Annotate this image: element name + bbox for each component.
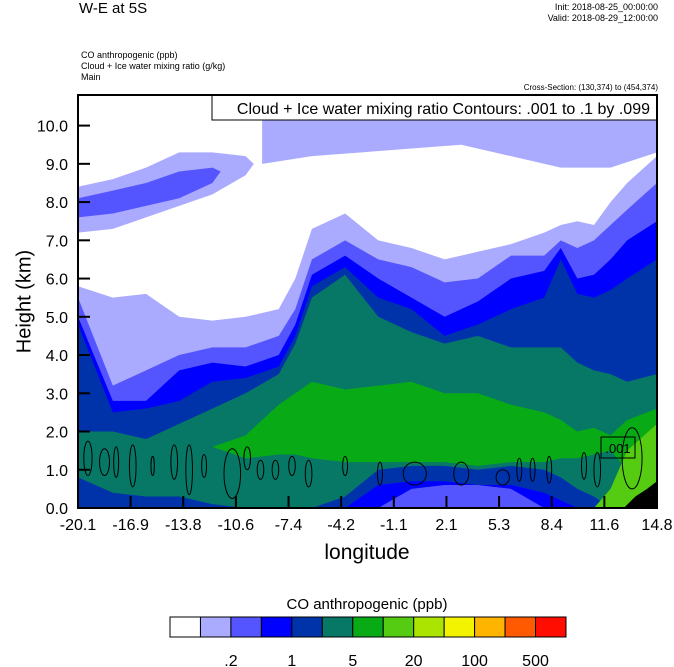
colorbar-label: 500 <box>522 653 549 667</box>
cloud-contour-line <box>581 452 587 480</box>
plot-frame <box>77 94 658 509</box>
cloud-contour-line <box>243 446 252 471</box>
x-tick-label: 5.3 <box>488 517 510 534</box>
cloud-contour-line <box>256 459 265 480</box>
x-tick-label: -13.8 <box>165 517 202 534</box>
colorbar-label: 5 <box>348 653 357 667</box>
cloud-contour-line <box>170 444 179 480</box>
y-tick-label: 3.0 <box>46 386 68 403</box>
colorbar-box <box>260 616 293 638</box>
x-tick-label: -4.2 <box>327 517 355 534</box>
y-tick-label: 0.0 <box>46 501 68 518</box>
colorbar-box <box>230 616 262 638</box>
cloud-contour-line <box>453 461 470 486</box>
x-tick-label: -1.1 <box>380 517 408 534</box>
cloud-contour-line <box>223 448 242 499</box>
x-tick-label: -10.6 <box>218 517 255 534</box>
cloud-contour-line <box>495 469 510 486</box>
y-axis-label: Height (km) <box>13 249 36 354</box>
cross-section-label: Cross-Section: (130,374) to (454,374) <box>523 83 658 92</box>
colorbar-box <box>413 616 445 638</box>
x-tick-label: -20.1 <box>60 517 97 534</box>
y-tick-label: 4.0 <box>46 348 68 365</box>
y-tick-label: 2.0 <box>46 425 68 442</box>
colorbar-title: CO anthropogenic (ppb) <box>286 596 448 613</box>
colorbar-box <box>199 616 232 638</box>
x-tick-label: 8.4 <box>541 517 563 534</box>
x-tick-label: -16.9 <box>112 517 149 534</box>
co-band-5 <box>78 381 657 508</box>
cloud-contour-line <box>593 452 602 488</box>
field-label-co: CO anthropogenic (ppb) <box>81 50 178 60</box>
colorbar-box <box>291 616 323 638</box>
colorbar-box <box>443 616 476 638</box>
colorbar-box <box>504 616 537 638</box>
cloud-contour-line <box>304 459 313 488</box>
plot-title: W-E at 5S <box>79 0 148 17</box>
cloud-contour-line <box>150 455 155 476</box>
cloud-contour-line <box>99 448 111 476</box>
colorbar-box <box>169 616 201 638</box>
cloud-contour-line <box>201 453 208 478</box>
terrain <box>623 481 657 508</box>
contour-info-text: Cloud + Ice water mixing ratio Contours:… <box>237 101 650 118</box>
y-tick-label: 8.0 <box>46 195 68 212</box>
cloud-contour-line <box>402 461 427 486</box>
cloud-contour-line <box>516 457 523 482</box>
valid-time: Valid: 2018-08-29_12:00:00 <box>547 13 658 23</box>
co-band-8 <box>78 485 657 508</box>
field-label-cloud: Cloud + Ice water mixing ratio (g/kg) <box>81 61 226 71</box>
y-tick-label: 1.0 <box>46 463 68 480</box>
y-tick-label: 7.0 <box>46 233 68 250</box>
y-tick-label: 9.0 <box>46 157 68 174</box>
x-axis-label: longitude <box>324 541 410 564</box>
y-tick-label: 10.0 <box>37 119 68 136</box>
contour-info-box <box>211 94 658 121</box>
co-upper-band-1 <box>78 167 221 218</box>
cloud-contour-line <box>185 444 193 496</box>
colorbar-box <box>535 616 567 638</box>
y-tick-label: 6.0 <box>46 272 68 289</box>
x-tick-label: 2.1 <box>435 517 457 534</box>
x-tick-label: -7.4 <box>275 517 303 534</box>
colorbar-label: 20 <box>405 653 423 667</box>
cloud-contour-line <box>113 446 120 478</box>
cloud-contour-line <box>128 444 137 488</box>
x-tick-label: 14.8 <box>641 517 672 534</box>
field-label-domain: Main <box>81 72 101 82</box>
colorbar-box <box>382 616 415 638</box>
contour-label-box <box>600 436 636 459</box>
colorbar-label: .2 <box>224 653 237 667</box>
y-tick-label: 5.0 <box>46 310 68 327</box>
colorbar-box <box>474 616 506 638</box>
cloud-contour-line <box>546 455 553 484</box>
cloud-contour-line <box>376 461 383 486</box>
cloud-contour-line <box>271 459 280 480</box>
cloud-contour-line <box>342 455 349 476</box>
x-tick-label: 11.6 <box>589 517 619 534</box>
cloud-contour-line <box>529 457 536 482</box>
init-time: Init: 2018-08-25_00:00:00 <box>554 2 658 12</box>
cloud-contour-line <box>83 440 93 476</box>
cloud-contour-line <box>288 455 296 476</box>
colorbar-box <box>321 616 354 638</box>
colorbar-box <box>352 616 384 638</box>
contour-line-label: .001 <box>605 441 630 456</box>
colorbar-label: 1 <box>287 653 296 667</box>
colorbar-label: 100 <box>461 653 488 667</box>
contour-fill-group: .001 <box>78 95 657 508</box>
